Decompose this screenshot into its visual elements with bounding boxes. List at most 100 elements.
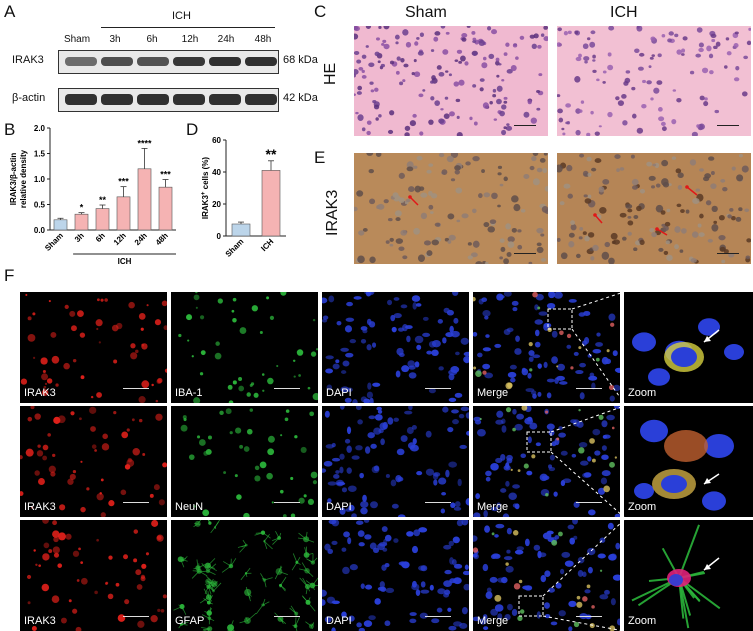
bar <box>53 219 68 231</box>
panel-label-a: A <box>4 2 16 21</box>
significance-mark: * <box>80 203 84 213</box>
significance-mark: ** <box>266 146 277 162</box>
y-tick-label: 1.0 <box>34 175 46 184</box>
scale-bar <box>123 388 149 389</box>
significance-mark: *** <box>118 177 129 187</box>
lane-label: 6h <box>146 34 158 45</box>
tissue-texture <box>557 153 751 264</box>
irak3-channel: IRAK3 <box>20 520 167 631</box>
irak3-ihc-sham-image <box>354 153 548 264</box>
scale-bar <box>274 388 300 389</box>
y-tick-label: 0.0 <box>34 226 46 235</box>
x-tick-label: Sham <box>224 237 246 259</box>
irak3-channel: IRAK3 <box>20 292 167 403</box>
blot-band <box>101 57 133 66</box>
channel-label: DAPI <box>326 615 352 627</box>
zoom-box <box>547 308 573 330</box>
x-tick-label: 6h <box>94 231 107 244</box>
tissue-texture <box>354 26 548 136</box>
zoom-image: Zoom <box>624 520 753 631</box>
blot-band <box>65 94 97 105</box>
channel-label: NeuN <box>175 501 204 513</box>
scale-bar <box>514 253 536 254</box>
channel-label: DAPI <box>326 387 352 399</box>
red-arrow <box>409 196 419 206</box>
blot-band <box>137 94 169 105</box>
blot-band <box>209 57 241 66</box>
bar <box>261 170 281 237</box>
blot-group-label: ICH <box>172 10 191 22</box>
irak3-cells-chart: 0 20 40 60 IRAK3+ cells (%) Sham ** ICH <box>201 136 286 259</box>
channel-label: IBA-1 <box>175 387 203 399</box>
blot-band <box>173 57 205 66</box>
y-tick-label: 2.0 <box>34 124 46 133</box>
zoom-image: Zoom <box>624 406 753 517</box>
lane-label: Sham <box>63 34 91 45</box>
bar <box>95 208 110 231</box>
dapi-channel: DAPI <box>322 520 469 631</box>
significance-mark: **** <box>137 138 152 148</box>
scale-bar <box>576 616 602 617</box>
channel-label: Zoom <box>628 387 657 399</box>
blot-row-label-irak3: IRAK3 <box>12 54 44 66</box>
blot-row-label-actin: β-actin <box>12 92 46 104</box>
x-tick-label: 3h <box>73 231 86 244</box>
bar <box>137 168 152 231</box>
merge-image: Merge <box>473 406 620 517</box>
scale-bar <box>576 502 602 503</box>
scale-bar <box>717 253 739 254</box>
tissue-texture <box>557 26 751 136</box>
x-tick-label: Sham <box>43 231 65 253</box>
panel-label-d: D <box>186 120 199 139</box>
lane-label: 3h <box>109 34 121 45</box>
bar <box>158 186 173 231</box>
significance-mark: *** <box>160 170 171 180</box>
y-tick-label: 0.5 <box>34 201 46 210</box>
channel-label: Zoom <box>628 501 657 513</box>
histo-row-he: HE <box>322 62 339 85</box>
irak3-channel: IRAK3 <box>20 406 167 517</box>
scale-bar <box>514 125 536 126</box>
x-tick-label: 24h <box>133 231 149 247</box>
histo-row-irak3: IRAK3 <box>324 189 341 236</box>
scale-bar <box>274 502 300 503</box>
x-tick-label: 12h <box>112 231 128 247</box>
channel-label: Merge <box>477 615 509 627</box>
irak3-blot-strip <box>58 50 279 74</box>
blot-size-actin: 42 kDa <box>283 92 318 104</box>
scale-bar <box>274 616 300 617</box>
channel-label: Merge <box>477 501 509 513</box>
he-ich-image <box>557 26 751 136</box>
bar <box>74 213 89 231</box>
histo-column-ich: ICH <box>610 4 638 21</box>
scale-bar <box>425 502 451 503</box>
blot-band <box>65 57 97 66</box>
immunofluorescence-grid: IRAK3 IBA-1 DAPI Merge Zoom IRAK3 NeuN DAPI Merg… <box>20 292 753 631</box>
zoom-box <box>526 431 552 453</box>
marker-channel: GFAP <box>171 520 318 631</box>
blot-band <box>101 94 133 105</box>
y-tick-label: 60 <box>212 136 221 145</box>
group-label: ICH <box>118 257 132 266</box>
panel-label-e: E <box>314 148 326 167</box>
panel-label-c: C <box>314 2 327 21</box>
channel-label: IRAK3 <box>24 501 56 513</box>
red-arrow <box>686 186 698 196</box>
scale-bar <box>425 616 451 617</box>
channel-label: Merge <box>477 387 509 399</box>
scale-bar <box>123 502 149 503</box>
histo-column-sham: Sham <box>405 4 447 21</box>
blot-band <box>173 94 205 105</box>
scale-bar <box>425 388 451 389</box>
merge-image: Merge <box>473 520 620 631</box>
merge-image: Merge <box>473 292 620 403</box>
y-tick-label: 40 <box>212 168 221 177</box>
y-tick-label: 0 <box>217 232 222 241</box>
y-tick-label: 1.5 <box>34 150 46 159</box>
y-axis-label: IRAK3/β-actinrelative density <box>9 149 28 208</box>
y-tick-label: 20 <box>212 200 221 209</box>
channel-label: Zoom <box>628 615 657 627</box>
blot-band <box>209 94 241 105</box>
marker-channel: IBA-1 <box>171 292 318 403</box>
blot-band <box>245 94 277 105</box>
